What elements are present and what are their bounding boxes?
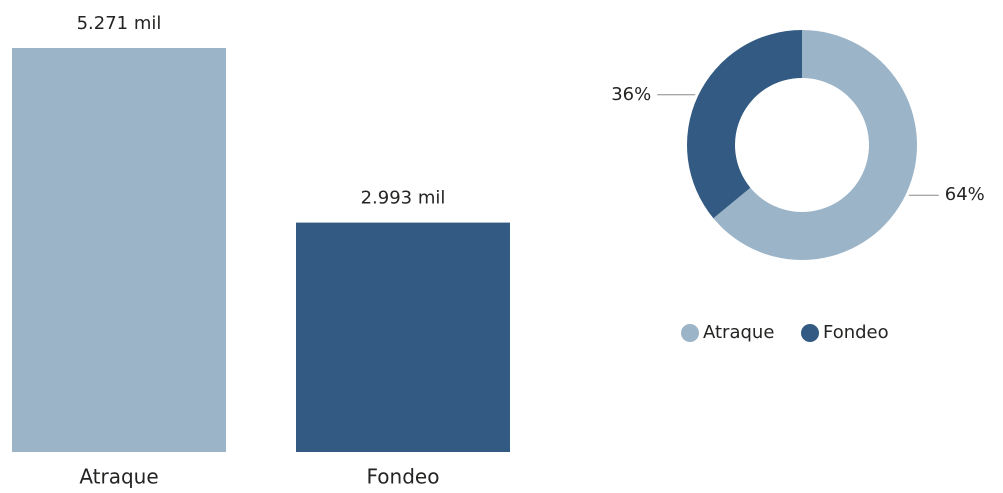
data-label: 5.271 mil bbox=[77, 13, 162, 34]
legend-marker bbox=[681, 324, 699, 342]
donut-slice bbox=[687, 30, 802, 219]
legend-label: Atraque bbox=[703, 322, 774, 343]
legend-marker bbox=[801, 324, 819, 342]
legend-label: Fondeo bbox=[823, 322, 889, 343]
data-label: 64% bbox=[945, 184, 985, 205]
bar bbox=[296, 222, 510, 452]
donut-slice bbox=[713, 30, 918, 260]
x-tick-label: Atraque bbox=[79, 465, 158, 489]
x-tick-label: Fondeo bbox=[367, 465, 440, 489]
data-label: 2.993 mil bbox=[361, 188, 446, 209]
bar bbox=[12, 48, 226, 452]
data-label: 36% bbox=[611, 84, 651, 105]
